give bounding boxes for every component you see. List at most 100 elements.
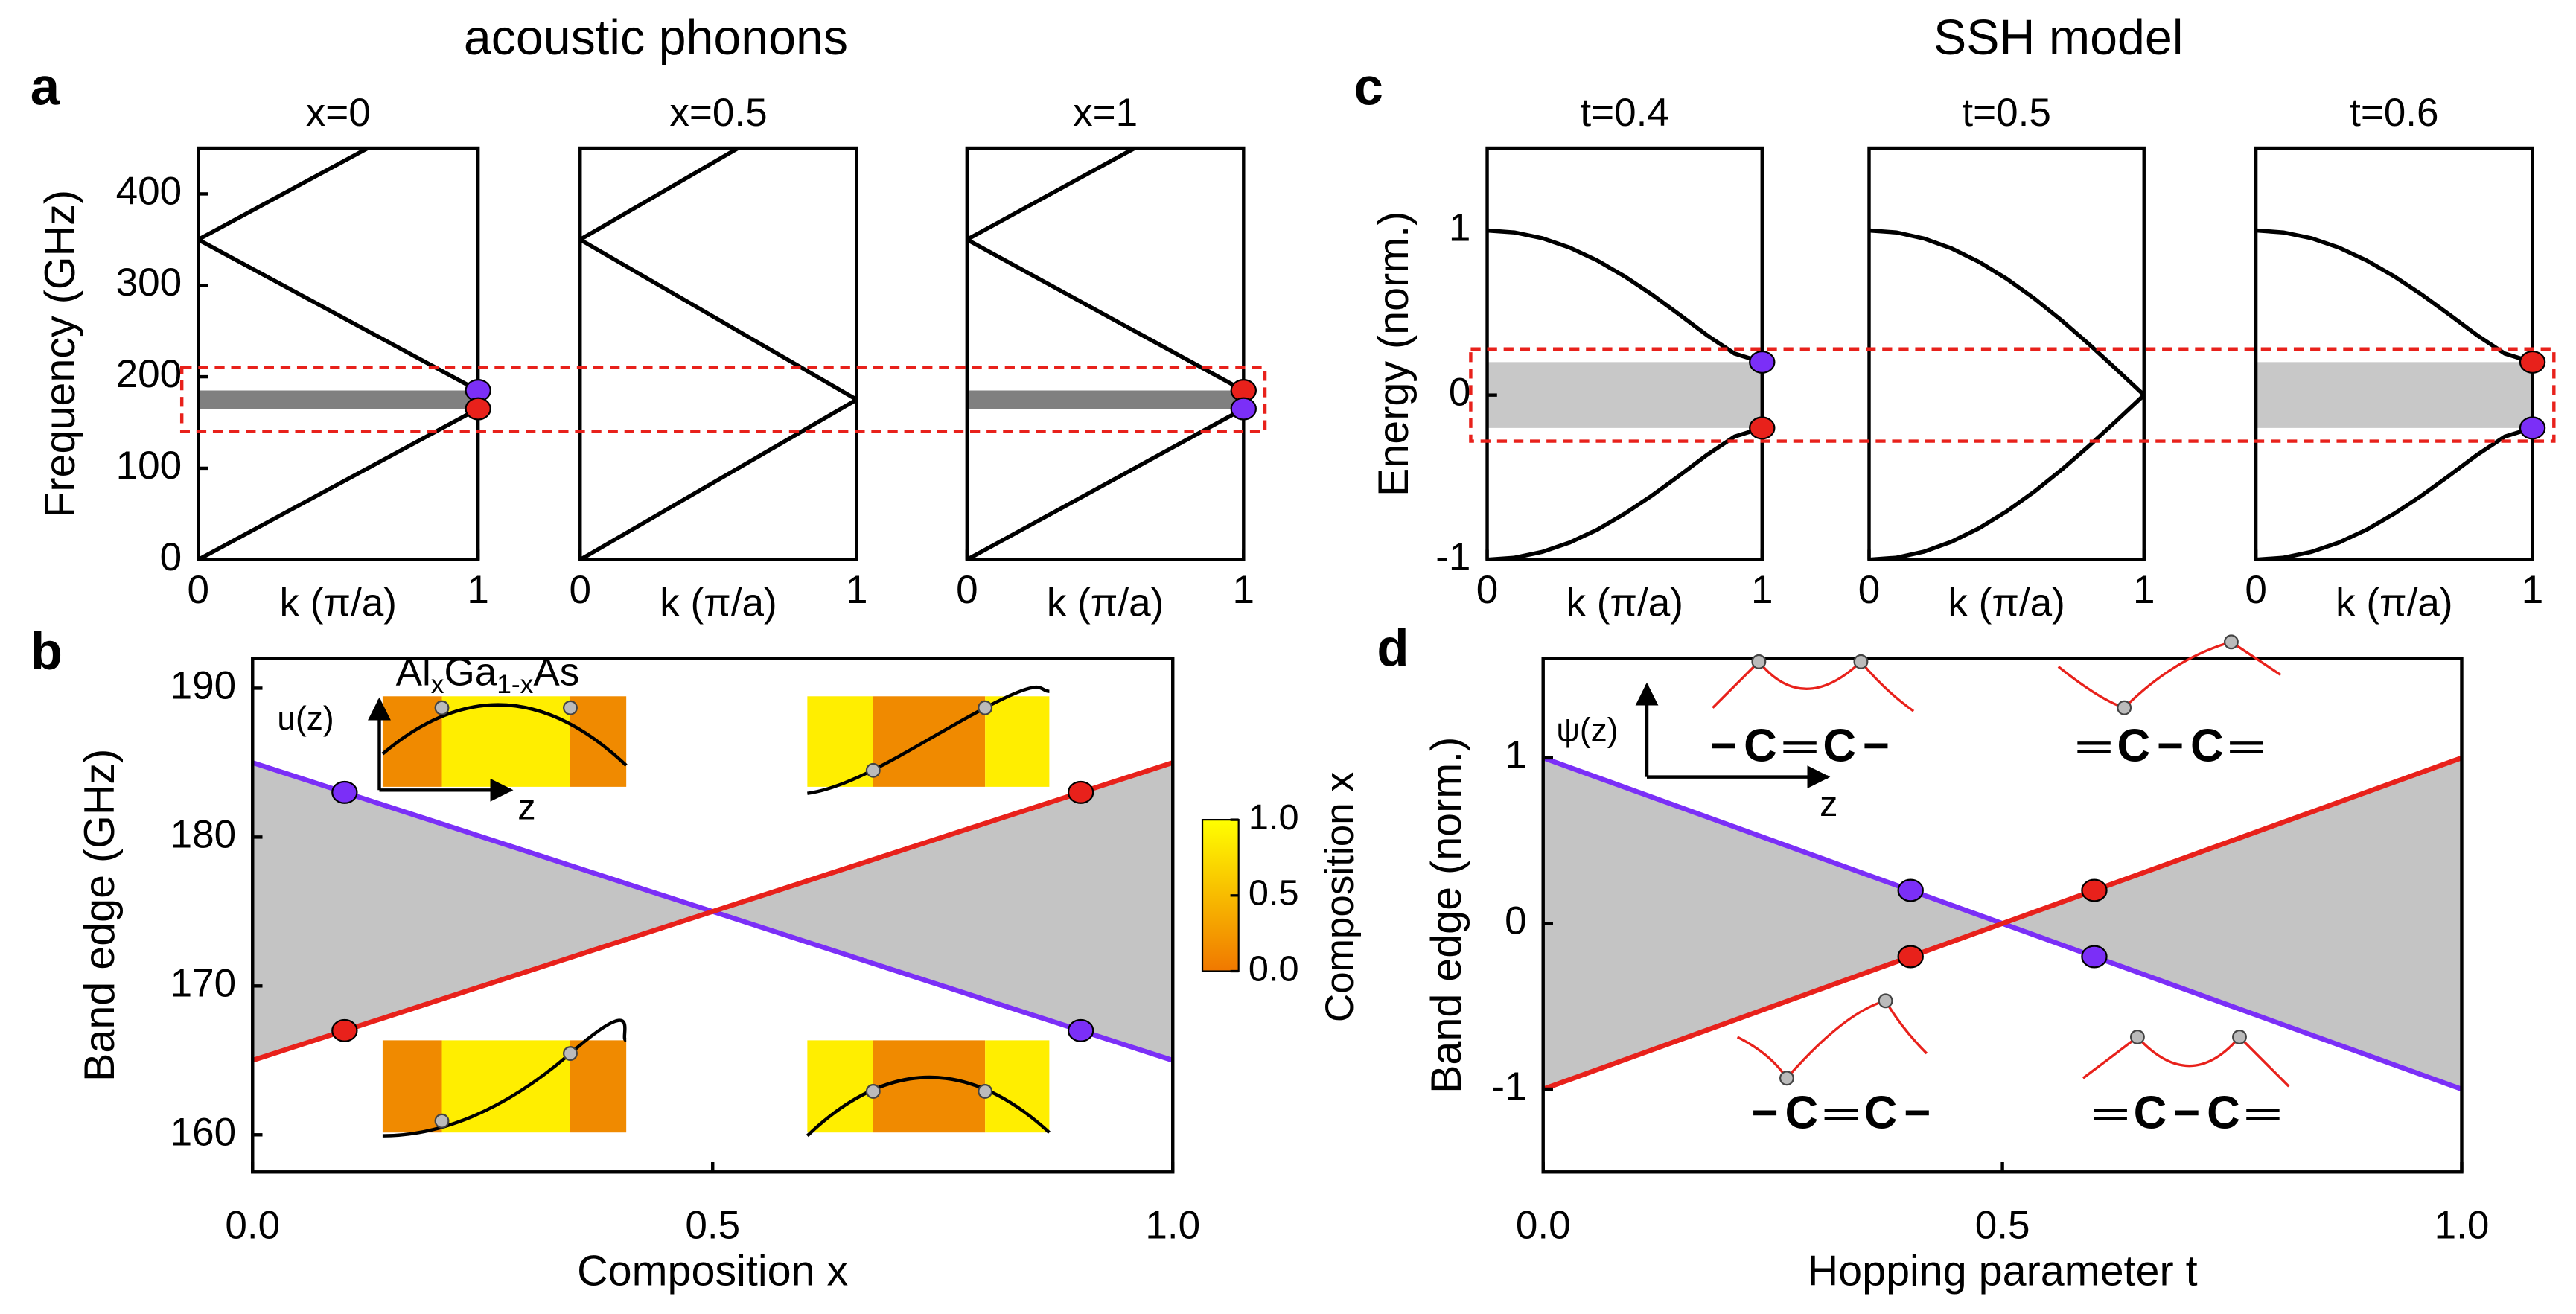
x-axis-label: k (π/a) (660, 581, 777, 625)
y-tick-label: -1 (1435, 535, 1470, 579)
x-axis-label: k (π/a) (1047, 581, 1164, 625)
band-line (1543, 755, 2462, 1092)
gap-band (966, 390, 1244, 409)
x-tick-label: 0 (956, 568, 978, 612)
axes-frame (197, 146, 480, 561)
x-tick-label: 0 (188, 568, 210, 612)
colorbar-tick-label: 1.0 (1249, 797, 1299, 838)
y-axis-label: Frequency (GHz) (36, 190, 84, 518)
band-line (252, 760, 1173, 1063)
band-edge-point (1749, 416, 1776, 440)
inset-dot (434, 700, 993, 1129)
subplot-title: t=0.5 (1962, 91, 2050, 135)
y-tick-label: 180 (170, 812, 237, 856)
plot-area (2256, 228, 2533, 560)
plot-area (580, 147, 857, 560)
x-tick-label: 1.0 (2435, 1203, 2490, 1247)
gap-band (2256, 362, 2533, 428)
x-axis-label: k (π/a) (1566, 581, 1683, 625)
band-edge-point (1897, 878, 1924, 902)
y-tick-label: 1 (1505, 733, 1527, 777)
x-tick-label: 0 (1858, 568, 1881, 612)
axes-frame (578, 146, 858, 561)
axes-frame (1485, 146, 1764, 561)
heading: SSH model (1933, 10, 2183, 66)
inset-axes (1635, 682, 1831, 789)
x-axis-label: k (π/a) (1948, 581, 2065, 625)
y-tick-label: 0 (160, 535, 182, 579)
panel-label: c (1354, 57, 1383, 115)
molecule-label: −C═C− (1751, 1087, 1937, 1138)
band-edge-point (331, 780, 358, 804)
band-line (580, 147, 739, 242)
x-axis-label: k (π/a) (2336, 581, 2452, 625)
plot-area (966, 147, 1244, 560)
subplot-title: x=1 (1073, 91, 1138, 135)
subplot-title: t=0.4 (1580, 91, 1668, 135)
x-tick-label: 1 (2133, 568, 2155, 612)
plot-area (198, 147, 479, 560)
colorbar-label: Composition x (1318, 772, 1362, 1022)
band-line (1487, 228, 1762, 365)
atom-dot (1751, 634, 2247, 1086)
colorbar-tick-label: 0.0 (1249, 948, 1299, 989)
inset-label: AlxGa1-xAs (396, 651, 580, 700)
band-line (2256, 228, 2533, 365)
band-line (966, 147, 1136, 242)
x-tick-label: 0.0 (225, 1203, 280, 1247)
plot-area (252, 760, 1173, 1063)
band-line (198, 237, 479, 392)
x-tick-label: 0.5 (685, 1203, 740, 1247)
highlight-box (1469, 347, 2556, 443)
molecule-label: ═C−C═ (2077, 720, 2269, 771)
band-edge-point (1230, 397, 1257, 421)
inset-axis-label: u(z) (277, 701, 334, 737)
plot-area (1869, 228, 2144, 560)
band-line (198, 406, 479, 560)
y-axis-label: Energy (norm.) (1370, 211, 1418, 497)
x-tick-label: 0 (569, 568, 591, 612)
panel-label: d (1377, 618, 1409, 677)
y-tick-label: 0 (1449, 371, 1471, 415)
y-tick-label: 190 (170, 663, 237, 707)
band-line (580, 398, 857, 560)
y-axis-label: Band edge (norm.) (1423, 737, 1470, 1094)
plot-area (1487, 228, 1762, 560)
y-tick-label: 160 (170, 1110, 237, 1154)
bond-curve (1712, 640, 2290, 1088)
x-tick-label: 1 (467, 568, 489, 612)
subplot-title: x=0 (306, 91, 371, 135)
band-line (198, 147, 369, 242)
band-line (1869, 393, 2144, 560)
inset-axis-label: z (1820, 784, 1837, 824)
y-tick-label: 170 (170, 961, 237, 1005)
gap-band (1487, 362, 1762, 428)
plot-area (1543, 755, 2462, 1092)
band-line (580, 237, 857, 402)
band-edge-point (1067, 780, 1094, 804)
inset-axis-label: z (517, 788, 535, 828)
insets: AlxGa1-xAs u(z) z (277, 651, 1051, 1138)
axes-frame (2254, 146, 2534, 561)
x-tick-label: 0 (1476, 568, 1499, 612)
colorbar-tick-label: 0.5 (1249, 873, 1299, 913)
x-tick-label: 1 (1233, 568, 1255, 612)
subplot-title: x=0.5 (669, 91, 767, 135)
x-tick-label: 0 (2245, 568, 2267, 612)
panel-label: a (31, 57, 60, 115)
band-line (966, 406, 1244, 560)
molecule-label: ═C−C═ (2094, 1087, 2286, 1138)
inset-axis-label: ψ(z) (1556, 712, 1618, 749)
inset-axes (368, 697, 514, 802)
band-edge-point (1067, 1018, 1094, 1042)
band-edge-point (2081, 945, 2108, 969)
heading: acoustic phonons (464, 10, 848, 66)
band-edge-point (1749, 350, 1776, 374)
band-line (2256, 426, 2533, 560)
band-edge-point (331, 1018, 358, 1042)
molecule-label: −C═C− (1710, 720, 1896, 771)
axes-frame (1867, 146, 2146, 561)
